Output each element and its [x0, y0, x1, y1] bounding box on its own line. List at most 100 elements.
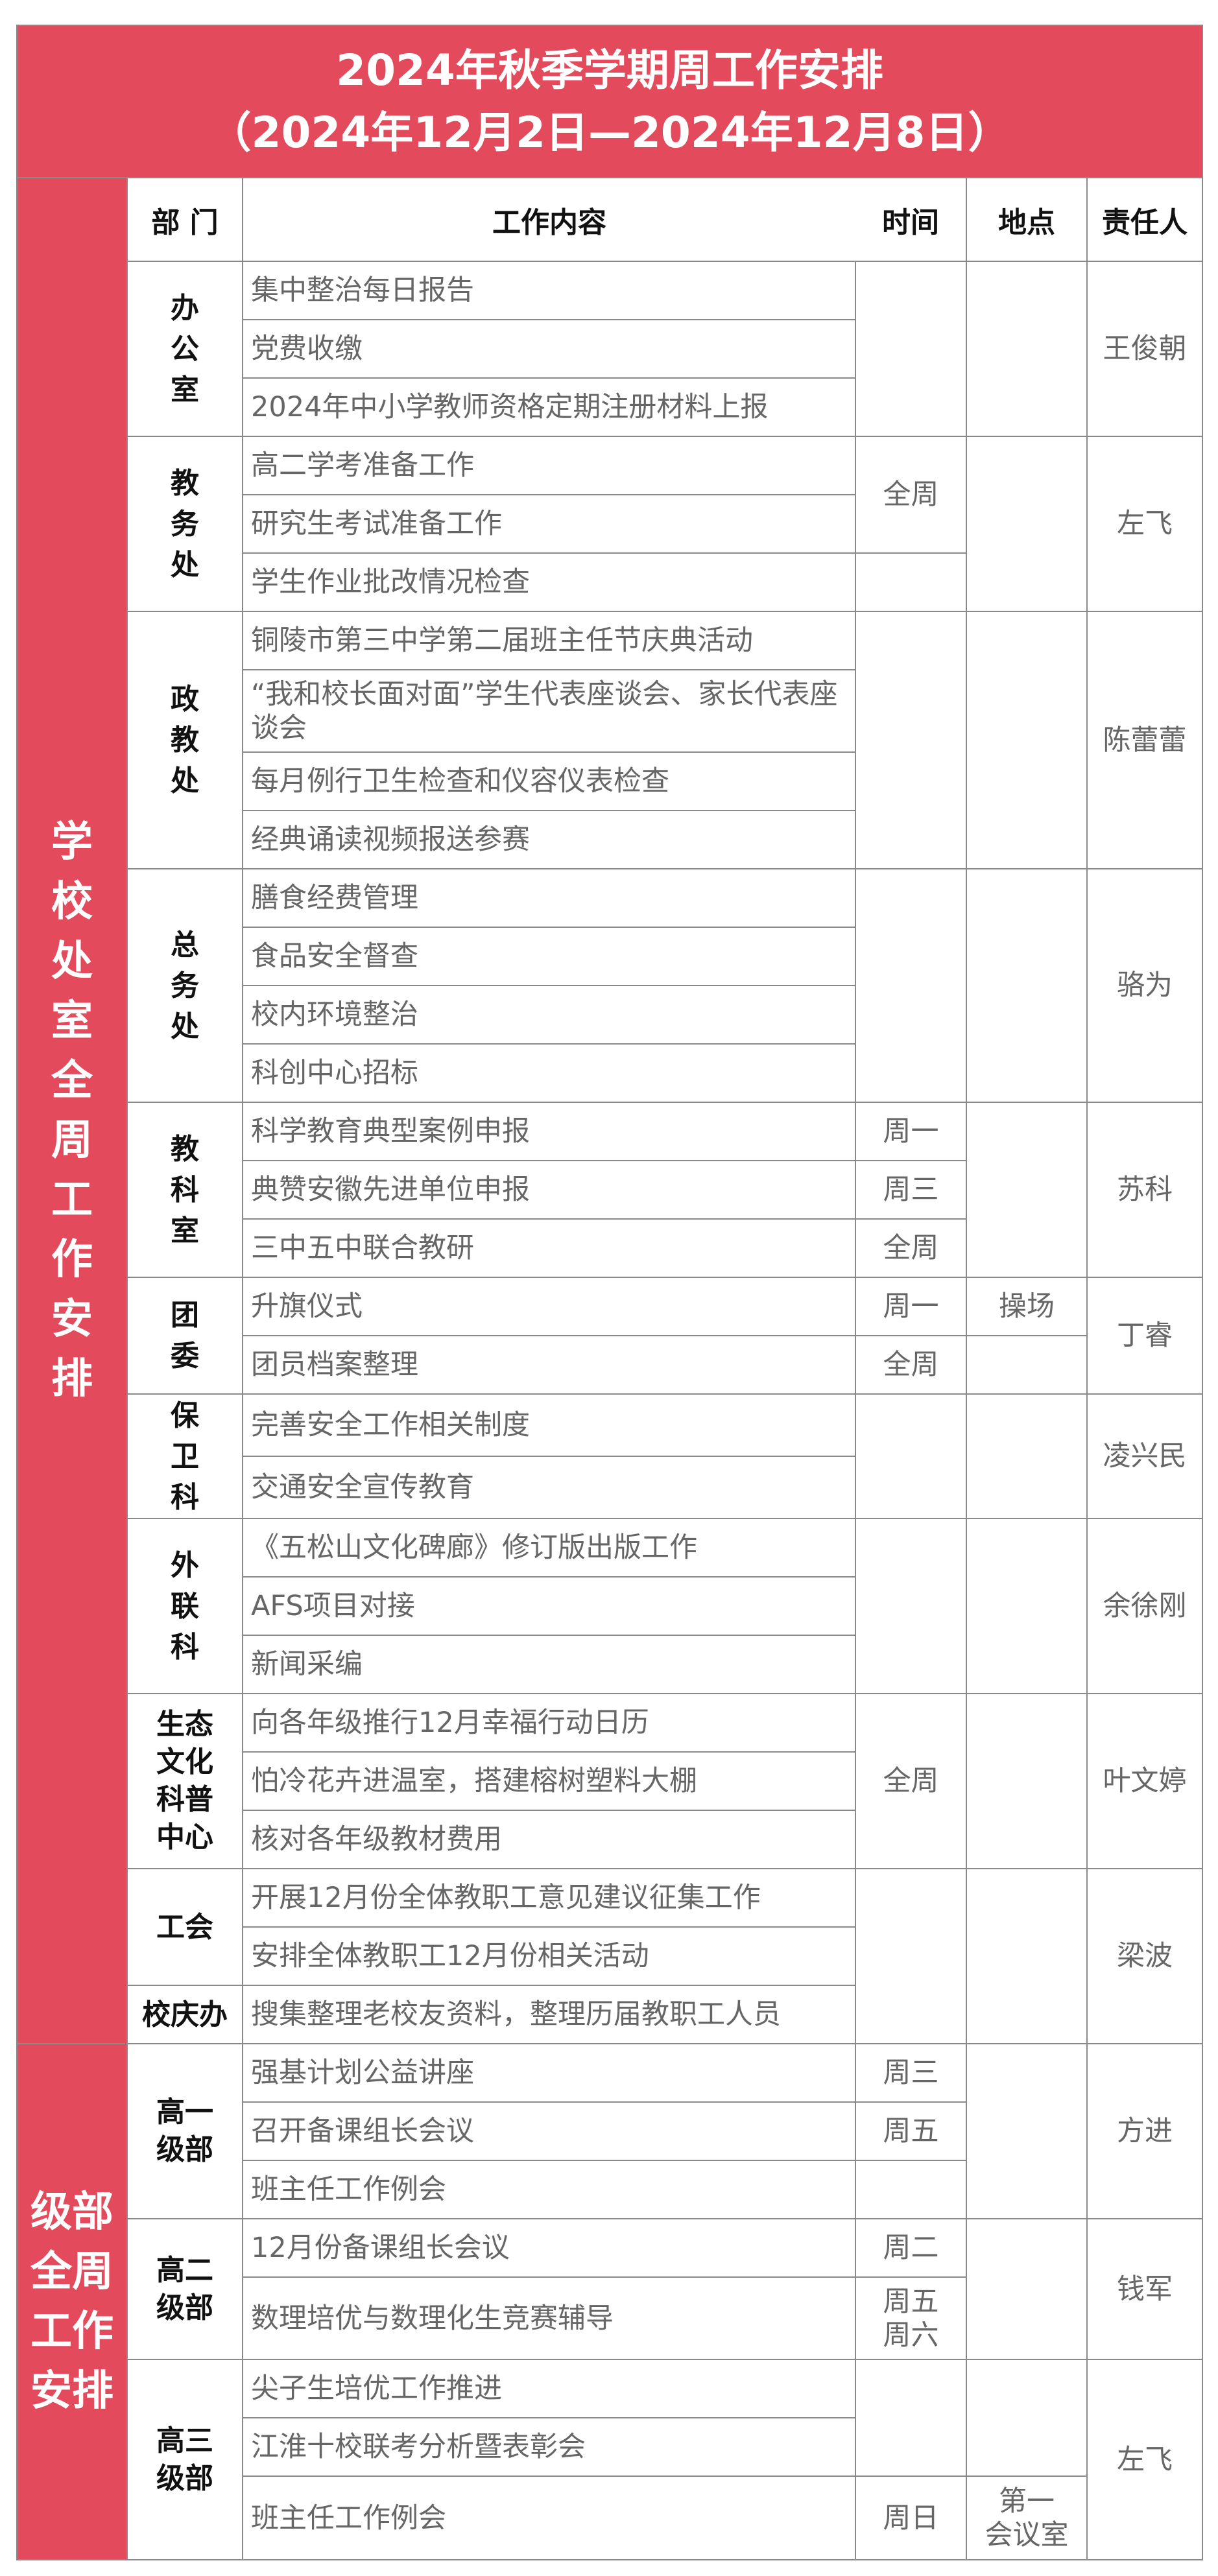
department-name: 外联科 [171, 1548, 199, 1664]
person-in-charge: 钱军 [1086, 2218, 1204, 2360]
work-content: 经典诵读视频报送参赛 [242, 810, 856, 869]
table-row: 典赞安徽先进单位申报 周三 [17, 1160, 1202, 1220]
work-content: 升旗仪式 [242, 1277, 856, 1336]
department-cell: 外联科 [126, 1518, 243, 1694]
table-row: 团员档案整理 全周 [17, 1335, 1202, 1395]
weekly-schedule-table: 2024年秋季学期周工作安排 （2024年12月2日—2024年12月8日） 学… [16, 25, 1204, 2560]
place-cell [966, 1102, 1088, 1278]
place-cell [966, 2043, 1088, 2219]
section-label-text: 级部全周工作安排 [30, 2188, 113, 2415]
department-name: 办公室 [171, 291, 199, 407]
work-content: 食品安全督查 [242, 927, 856, 986]
person-in-charge: 方进 [1086, 2043, 1204, 2219]
table-row: 班主任工作例会 周日 第一 会议室 [17, 2476, 1202, 2560]
time-cell [855, 1868, 967, 2044]
time-cell: 周五 周六 [855, 2276, 967, 2360]
work-content: 完善安全工作相关制度 [242, 1393, 856, 1457]
time-cell [855, 1393, 967, 1519]
table-row: 2024年中小学教师资格定期注册材料上报 [17, 377, 1202, 437]
person-in-charge: 王俊朝 [1086, 261, 1204, 437]
time-cell: 周三 [855, 2043, 967, 2103]
time-cell: 周二 [855, 2218, 967, 2278]
work-content: “我和校长面对面”学生代表座谈会、家长代表座谈会 [242, 669, 856, 753]
work-content: 班主任工作例会 [242, 2160, 856, 2219]
table-row: 级部全周工作安排 高一级部 强基计划公益讲座 周三 方进 [16, 2043, 1204, 2560]
table-row: “我和校长面对面”学生代表座谈会、家长代表座谈会 [17, 669, 1202, 753]
table-row: 数理培优与数理化生竞赛辅导 周五 周六 [17, 2276, 1202, 2360]
table-row: 政教处 铜陵市第三中学第二届班主任节庆典活动 陈蕾蕾 [17, 611, 1204, 869]
time-cell: 全周 [855, 1218, 967, 1278]
place-cell [966, 2218, 1088, 2360]
department-cell: 办公室 [126, 261, 243, 437]
work-content: 《五松山文化碑廊》修订版出版工作 [242, 1518, 856, 1578]
person-in-charge: 苏科 [1086, 1102, 1204, 1278]
department-name: 教科室 [171, 1132, 199, 1247]
table-row: 办公室 集中整治每日报告 王俊朝 [17, 261, 1204, 437]
table-row: 研究生考试准备工作 [17, 494, 1202, 554]
work-content: 党费收缴 [242, 319, 856, 379]
department-name: 校庆办 [142, 1998, 228, 2031]
table-row: 三中五中联合教研 全周 [17, 1218, 1202, 1278]
department-name: 总务处 [171, 928, 199, 1043]
table-row: 工会 开展12月份全体教职工意见建议征集工作 梁波 [17, 1868, 1204, 2044]
table-row: 班主任工作例会 [17, 2160, 1202, 2219]
section-label-offices: 学校处室全周工作安排 [16, 177, 128, 2044]
schedule-title: 2024年秋季学期周工作安排 （2024年12月2日—2024年12月8日） [16, 25, 1204, 178]
department-cell: 高三级部 [126, 2359, 243, 2560]
time-cell [855, 2160, 967, 2219]
work-content: 科创中心招标 [242, 1043, 856, 1103]
header-time: 时间 [855, 177, 967, 262]
person-in-charge: 陈蕾蕾 [1086, 611, 1204, 869]
work-content: 每月例行卫生检查和仪容仪表检查 [242, 751, 856, 811]
time-cell: 周一 [855, 1102, 967, 1161]
time-cell [855, 868, 967, 1103]
place-cell [966, 868, 1088, 1103]
section-label-text: 学校处室全周工作安排 [51, 818, 93, 1403]
department-name: 团委 [171, 1299, 199, 1373]
header-content: 工作内容 [242, 177, 855, 262]
work-content: 高二学考准备工作 [242, 436, 856, 495]
time-cell: 周日 [855, 2476, 967, 2560]
time-cell: 全周 [855, 436, 967, 554]
work-content: 研究生考试准备工作 [242, 494, 856, 554]
time-cell: 周三 [855, 1160, 967, 1220]
department-cell: 团委 [126, 1277, 243, 1395]
work-content: 开展12月份全体教职工意见建议征集工作 [242, 1868, 856, 1928]
time-cell [855, 2359, 967, 2477]
place-cell [966, 611, 1088, 869]
table-row: 校内环境整治 [17, 985, 1202, 1045]
department-cell: 高一级部 [126, 2043, 243, 2219]
department-cell: 政教处 [126, 611, 243, 869]
work-content: 召开备课组长会议 [242, 2101, 856, 2161]
work-content: 江淮十校联考分析暨表彰会 [242, 2417, 856, 2477]
time-cell: 全周 [855, 1335, 967, 1395]
work-content: 校内环境整治 [242, 985, 856, 1045]
table-row: 生态文化科普中心 向各年级推行12月幸福行动日历 全周 叶文婷 [17, 1693, 1204, 1869]
table-row: 教务处 高二学考准备工作 全周 左飞 [17, 436, 1204, 612]
place-cell [966, 1518, 1088, 1694]
work-content: 典赞安徽先进单位申报 [242, 1160, 856, 1220]
table-row: 党费收缴 [17, 319, 1202, 379]
table-row: 总务处 膳食经费管理 骆为 [17, 868, 1204, 1103]
header-dept: 部 门 [126, 177, 243, 262]
person-in-charge: 叶文婷 [1086, 1693, 1204, 1869]
work-content: 12月份备课组长会议 [242, 2218, 856, 2278]
table-row: 新闻采编 [17, 1635, 1202, 1694]
table-row: 教科室 科学教育典型案例申报 周一 苏科 [17, 1102, 1204, 1278]
place-cell [966, 436, 1088, 612]
table-row: 召开备课组长会议 周五 [17, 2101, 1202, 2161]
department-name: 工会 [156, 1910, 213, 1944]
work-content: AFS项目对接 [242, 1576, 856, 1636]
department-cell: 工会 [126, 1868, 243, 1986]
time-cell: 周一 [855, 1277, 967, 1336]
work-content: 学生作业批改情况检查 [242, 552, 856, 612]
time-cell [855, 261, 967, 437]
person-in-charge: 左飞 [1086, 2359, 1204, 2560]
work-content: 团员档案整理 [242, 1335, 856, 1395]
work-content: 2024年中小学教师资格定期注册材料上报 [242, 377, 856, 437]
person-in-charge: 余徐刚 [1086, 1518, 1204, 1694]
place-cell [966, 1335, 1088, 1395]
place-cell [966, 2359, 1088, 2477]
person-in-charge: 骆为 [1086, 868, 1204, 1103]
table-row: 经典诵读视频报送参赛 [17, 810, 1202, 869]
